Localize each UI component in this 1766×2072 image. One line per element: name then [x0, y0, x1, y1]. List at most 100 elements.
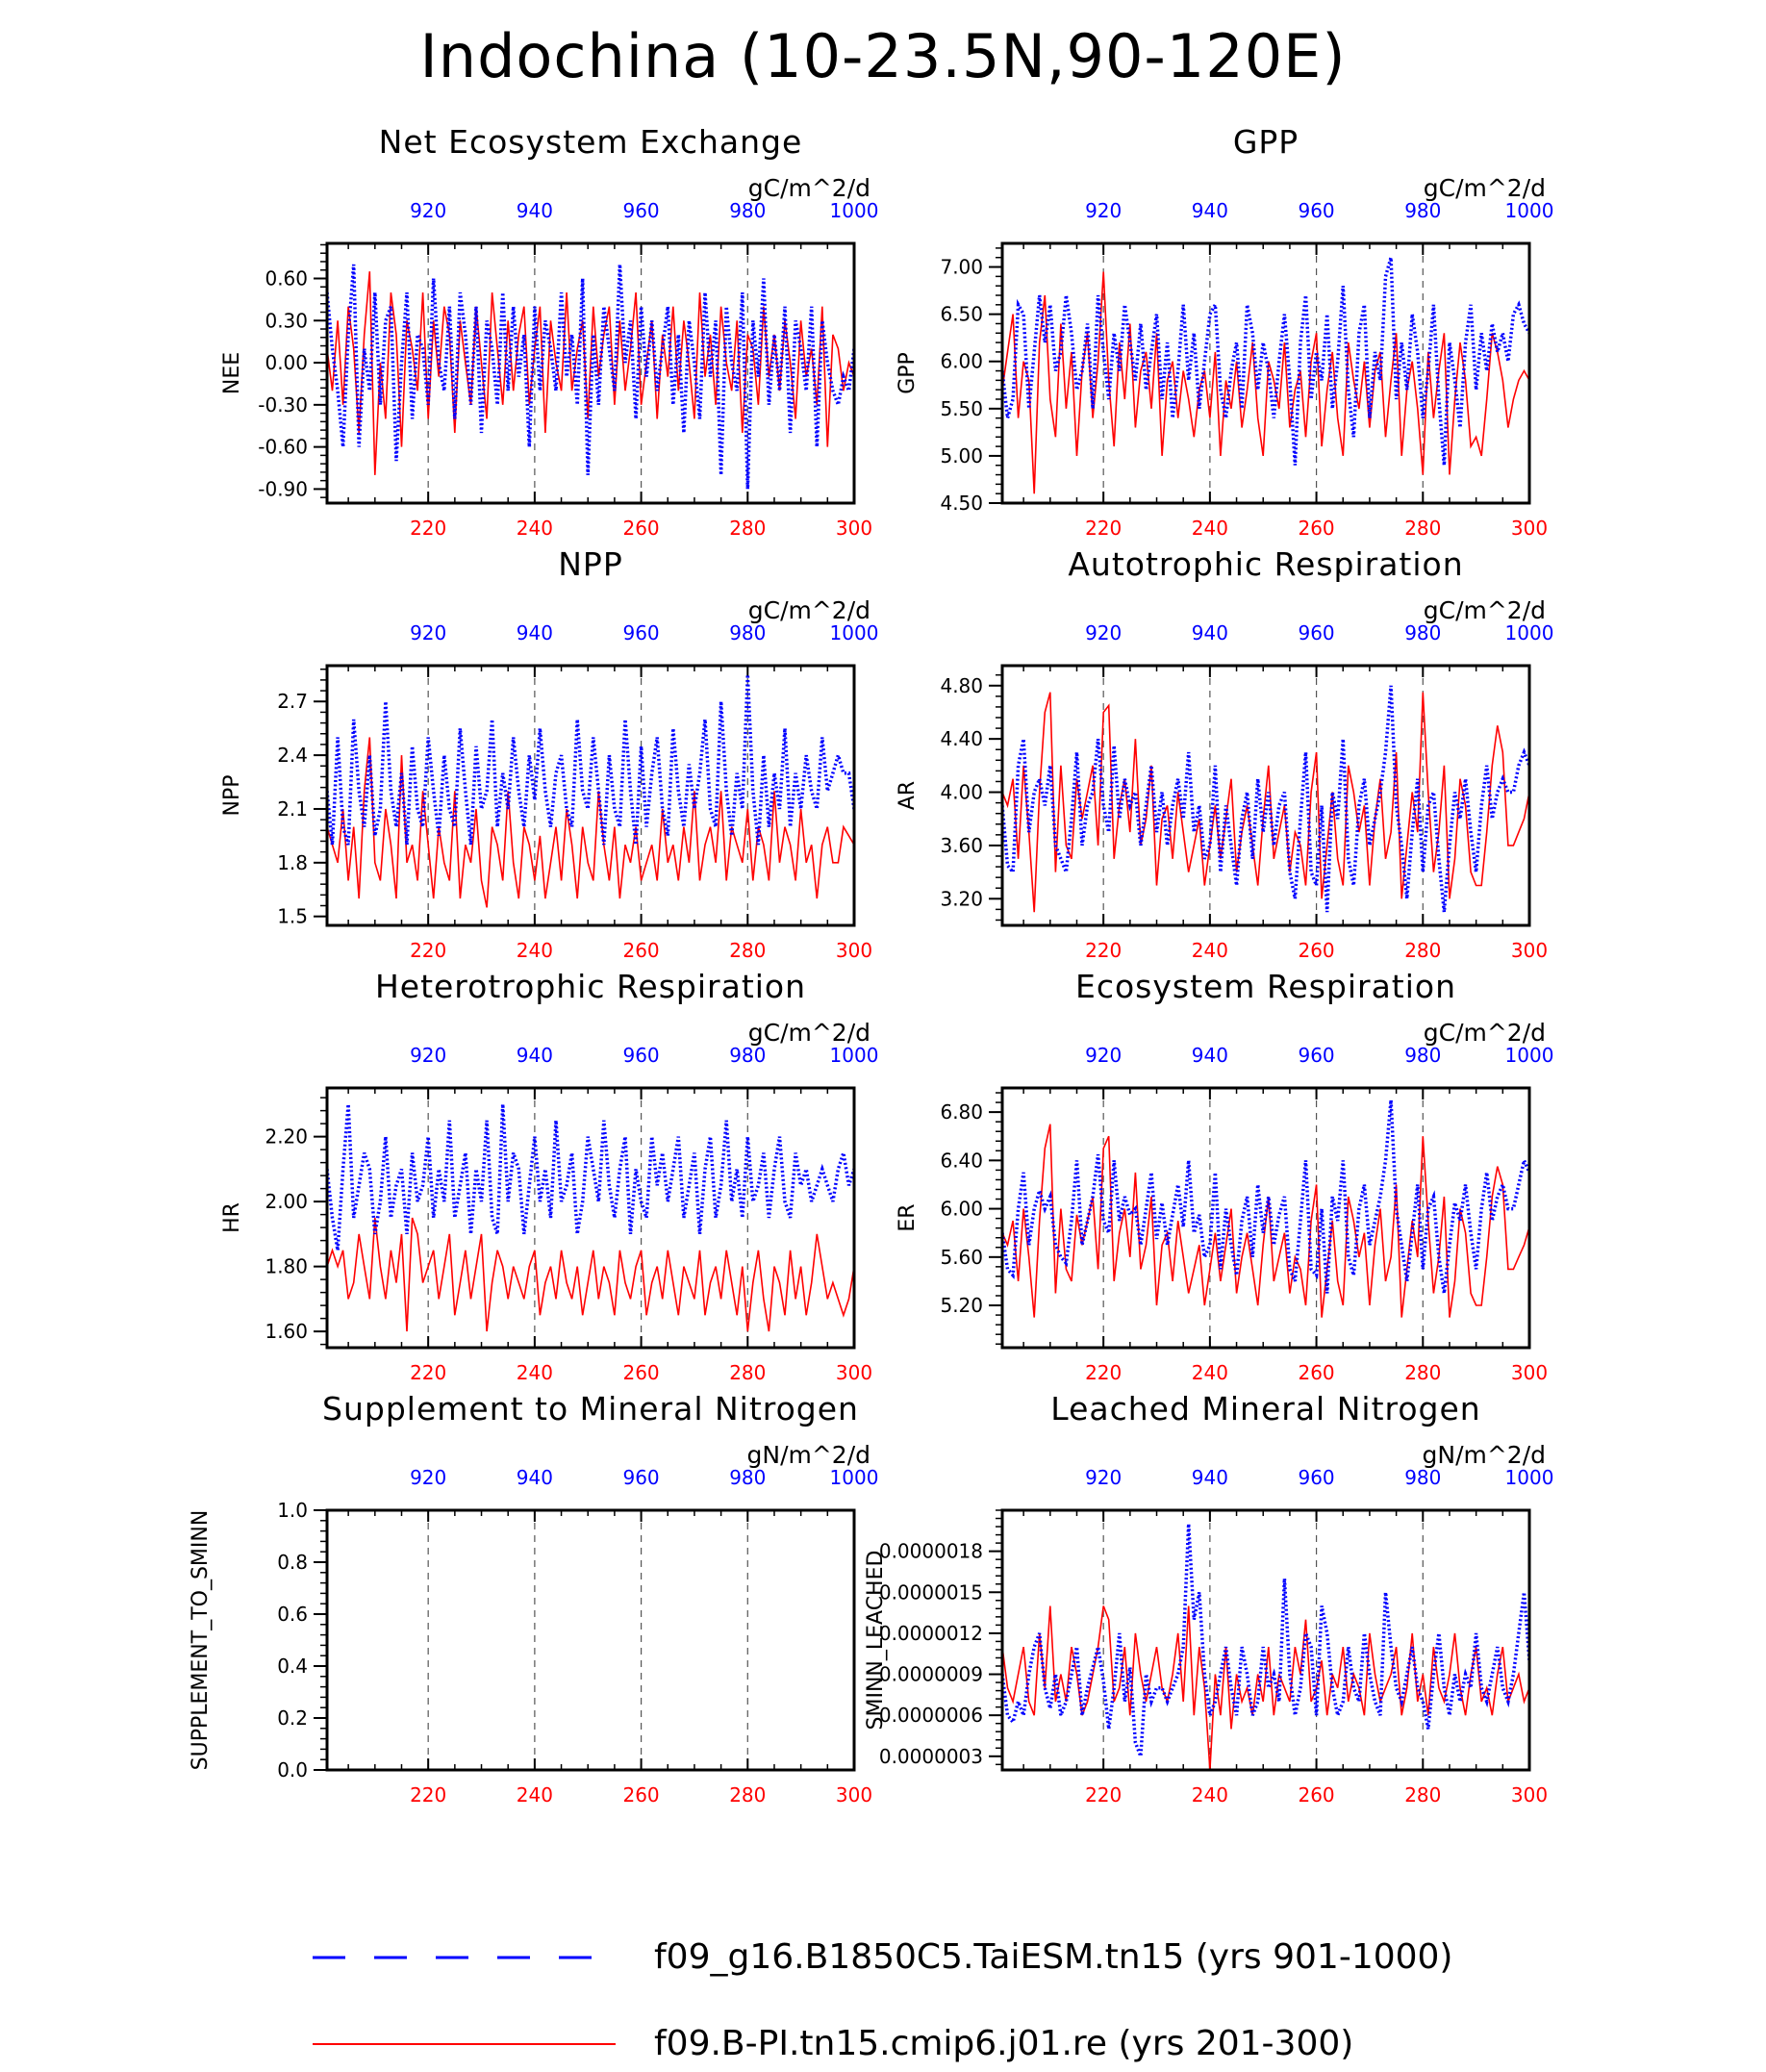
top-x-tick-label: 1000 — [830, 199, 879, 222]
plot-frame — [325, 1086, 856, 1350]
bottom-x-tick-label: 260 — [622, 517, 659, 540]
units-label: gC/m^2/d — [748, 1019, 870, 1047]
top-x-tick-label: 920 — [1085, 199, 1122, 222]
bottom-x-tick-label: 220 — [410, 1361, 446, 1384]
top-x-tick-label: 980 — [729, 1466, 766, 1489]
top-x-tick-label: 1000 — [830, 621, 879, 644]
bottom-x-tick-label: 280 — [729, 939, 766, 962]
plot-frame — [1000, 241, 1531, 505]
bottom-x-tick-label: 300 — [1511, 1361, 1548, 1384]
top-x-tick-label: 960 — [622, 199, 659, 222]
plot-frame — [325, 241, 856, 505]
y-tick-label: 6.00 — [940, 350, 983, 373]
y-tick-label: 3.20 — [940, 887, 983, 910]
top-x-tick-label: 960 — [1298, 621, 1334, 644]
top-x-tick-label: 980 — [1404, 1044, 1441, 1067]
top-x-tick-label: 920 — [410, 1044, 446, 1067]
top-x-tick-label: 960 — [622, 1044, 659, 1067]
bottom-x-tick-label: 240 — [517, 939, 553, 962]
y-tick-label: 0.6 — [277, 1603, 308, 1626]
y-axis-label: NEE — [220, 352, 244, 394]
bottom-x-tick-label: 240 — [517, 517, 553, 540]
y-tick-label: 0.00 — [265, 351, 308, 374]
bottom-x-tick-label: 220 — [1085, 1783, 1122, 1807]
y-tick-label: 1.5 — [277, 905, 308, 928]
y-tick-label: 3.60 — [940, 834, 983, 857]
y-tick-label: 0.0000006 — [879, 1704, 983, 1727]
y-axis-label: AR — [896, 781, 920, 810]
top-x-tick-label: 980 — [729, 621, 766, 644]
top-x-tick-label: 920 — [410, 621, 446, 644]
series-line-taiesm — [327, 1103, 854, 1251]
y-tick-label: 0.2 — [277, 1706, 308, 1730]
y-tick-label: -0.90 — [258, 477, 308, 500]
top-x-tick-label: 1000 — [1505, 199, 1554, 222]
chart-title: NPP — [558, 545, 623, 583]
bottom-x-tick-label: 300 — [836, 1361, 872, 1384]
bottom-x-tick-label: 240 — [517, 1783, 553, 1807]
y-axis-label: HR — [220, 1202, 244, 1233]
units-label: gC/m^2/d — [1424, 174, 1546, 202]
y-axis-label: SMINN_LEACHED — [864, 1551, 888, 1731]
y-tick-label: 5.00 — [940, 444, 983, 467]
top-x-tick-label: 960 — [1298, 1044, 1334, 1067]
bottom-x-tick-label: 240 — [1192, 1361, 1228, 1384]
y-axis-label: ER — [896, 1203, 920, 1231]
y-tick-label: 2.00 — [265, 1190, 308, 1213]
y-tick-label: 0.0000015 — [879, 1580, 983, 1604]
units-label: gC/m^2/d — [748, 596, 870, 624]
series-line-taiesm — [1002, 1524, 1529, 1757]
series-line-taiesm — [327, 674, 854, 846]
y-tick-label: 6.40 — [940, 1149, 983, 1172]
y-tick-label: 0.0000009 — [879, 1663, 983, 1686]
y-tick-label: 0.0000018 — [879, 1540, 983, 1563]
bottom-x-tick-label: 240 — [1192, 1783, 1228, 1807]
bottom-x-tick-label: 300 — [1511, 1783, 1548, 1807]
chart-panel-1: Net Ecosystem Exchange gC/m^2/d 220 240 260 2… — [220, 123, 878, 540]
y-tick-label: 5.60 — [940, 1246, 983, 1269]
y-tick-label: 1.0 — [277, 1499, 308, 1522]
bottom-x-tick-label: 260 — [1298, 939, 1334, 962]
bottom-x-tick-label: 300 — [836, 1783, 872, 1807]
bottom-x-tick-label: 260 — [1298, 1783, 1334, 1807]
y-tick-label: 4.00 — [940, 781, 983, 804]
bottom-x-tick-label: 260 — [622, 939, 659, 962]
bottom-x-tick-label: 220 — [1085, 517, 1122, 540]
y-tick-label: -0.30 — [258, 393, 308, 417]
top-x-tick-label: 920 — [1085, 621, 1122, 644]
y-tick-label: 0.4 — [277, 1655, 308, 1678]
chart-panel-6: Ecosystem Respiration gC/m^2/d 220 240 260 28… — [896, 968, 1553, 1384]
y-tick-label: 6.00 — [940, 1198, 983, 1221]
y-tick-label: 4.80 — [940, 674, 983, 697]
y-tick-label: 5.50 — [940, 397, 983, 420]
y-tick-label: 4.50 — [940, 492, 983, 515]
bottom-x-tick-label: 300 — [836, 939, 872, 962]
series-line-cmip6 — [1002, 1605, 1529, 1770]
y-tick-label: 2.4 — [277, 744, 308, 767]
chart-title: Autotrophic Respiration — [1068, 545, 1463, 583]
plot-frame — [325, 664, 856, 927]
chart-panel-5: Heterotrophic Respiration gC/m^2/d 220 240 2… — [220, 968, 878, 1384]
top-x-tick-label: 940 — [1192, 621, 1228, 644]
bottom-x-tick-label: 300 — [1511, 517, 1548, 540]
chart-title: Supplement to Mineral Nitrogen — [322, 1390, 859, 1428]
y-tick-label: 7.00 — [940, 256, 983, 279]
units-label: gN/m^2/d — [747, 1441, 871, 1469]
chart-panel-2: GPP gC/m^2/d 220 240 260 280 300 920 940 960 980 10… — [896, 123, 1553, 540]
y-tick-label: 6.80 — [940, 1100, 983, 1124]
bottom-x-tick-label: 220 — [410, 1783, 446, 1807]
plot-frame — [1000, 664, 1531, 927]
y-tick-label: 1.80 — [265, 1255, 308, 1278]
chart-title: GPP — [1233, 123, 1299, 161]
y-tick-label: 2.20 — [265, 1125, 308, 1149]
bottom-x-tick-label: 240 — [1192, 517, 1228, 540]
chart-title: Ecosystem Respiration — [1075, 968, 1456, 1005]
bottom-x-tick-label: 300 — [836, 517, 872, 540]
chart-title: Net Ecosystem Exchange — [379, 123, 803, 161]
plot-frame — [1000, 1508, 1531, 1772]
series-line-taiesm — [327, 264, 854, 490]
bottom-x-tick-label: 280 — [729, 1361, 766, 1384]
units-label: gC/m^2/d — [1424, 1019, 1546, 1047]
y-tick-label: 4.40 — [940, 727, 983, 750]
